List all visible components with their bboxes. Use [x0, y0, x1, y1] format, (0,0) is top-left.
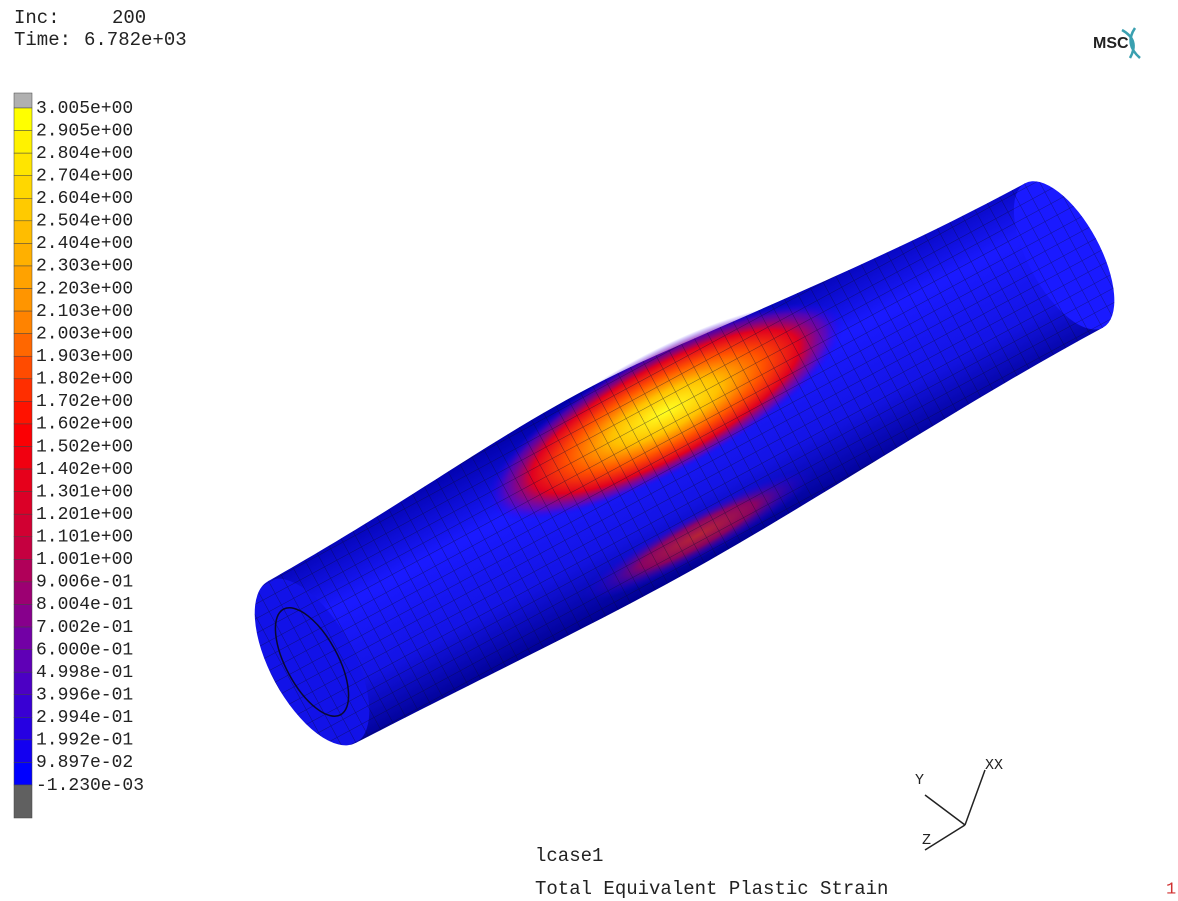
legend-band: [14, 740, 32, 763]
legend-label: 1.201e+00: [36, 505, 133, 525]
legend-label: 9.006e-01: [36, 573, 133, 593]
inc-value: 200: [112, 7, 146, 29]
legend-band: [14, 447, 32, 470]
legend-band: [14, 131, 32, 154]
legend-band: [14, 221, 32, 244]
legend-band: [14, 311, 32, 334]
legend-cap-top: [14, 93, 32, 108]
legend-band: [14, 492, 32, 515]
legend-label: 2.504e+00: [36, 212, 133, 232]
legend-band: [14, 198, 32, 221]
legend-label: 3.996e-01: [36, 685, 133, 705]
legend-band: [14, 627, 32, 650]
legend-label: 1.903e+00: [36, 347, 133, 367]
legend-band: [14, 153, 32, 176]
legend-label: 1.502e+00: [36, 437, 133, 457]
legend-label: 8.004e-01: [36, 595, 133, 615]
legend-band: [14, 108, 32, 131]
window-index: 1: [1166, 880, 1176, 899]
legend-label: 1.301e+00: [36, 482, 133, 502]
legend-band: [14, 243, 32, 266]
result-viewport: Inc: 200 Time: 6.782e+03 MSC 3.005e+002.…: [0, 0, 1178, 901]
legend-band: [14, 266, 32, 289]
mesh: [260, 159, 1112, 750]
legend-label: 6.000e-01: [36, 640, 133, 660]
axis-y-label: Y: [915, 772, 924, 789]
legend-band: [14, 582, 32, 605]
legend-label: 1.802e+00: [36, 370, 133, 390]
legend-band: [14, 762, 32, 785]
legend-band: [14, 289, 32, 312]
legend-band: [14, 604, 32, 627]
legend-label: 2.804e+00: [36, 144, 133, 164]
legend-band: [14, 401, 32, 424]
legend-label: 2.203e+00: [36, 279, 133, 299]
legend-label: 1.001e+00: [36, 550, 133, 570]
legend-band: [14, 356, 32, 379]
legend-label: 1.602e+00: [36, 415, 133, 435]
legend-band: [14, 672, 32, 695]
legend-label: 9.897e-02: [36, 753, 133, 773]
legend-label: 1.992e-01: [36, 731, 133, 751]
legend-band: [14, 379, 32, 402]
time-value: 6.782e+03: [84, 29, 187, 51]
legend-label: 7.002e-01: [36, 618, 133, 638]
legend-label: 1.402e+00: [36, 460, 133, 480]
legend: 3.005e+002.905e+00 2.804e+002.704e+00 2.60…: [14, 93, 144, 818]
inc-label: Inc:: [14, 7, 60, 29]
logo-text: MSC: [1093, 35, 1129, 52]
legend-label: -1.230e-03: [36, 776, 144, 796]
axis-z-label: Z: [922, 832, 931, 849]
legend-band: [14, 695, 32, 718]
legend-band: [14, 334, 32, 357]
time-label: Time:: [14, 29, 71, 51]
legend-label: 2.404e+00: [36, 234, 133, 254]
legend-band: [14, 650, 32, 673]
legend-label: 2.103e+00: [36, 302, 133, 322]
axis-x-label: XX: [985, 757, 1003, 774]
legend-label: 2.994e-01: [36, 708, 133, 728]
legend-band: [14, 176, 32, 199]
model: [222, 140, 1144, 770]
legend-band: [14, 514, 32, 537]
legend-label: 2.604e+00: [36, 189, 133, 209]
legend-band: [14, 717, 32, 740]
axis-triad: [925, 770, 985, 850]
legend-label: 2.704e+00: [36, 166, 133, 186]
legend-label: 3.005e+00: [36, 99, 133, 119]
legend-label: 4.998e-01: [36, 663, 133, 683]
legend-band: [14, 424, 32, 447]
legend-band: [14, 469, 32, 492]
result-name: Total Equivalent Plastic Strain: [535, 878, 888, 900]
legend-label: 2.905e+00: [36, 121, 133, 141]
legend-label: 1.702e+00: [36, 392, 133, 412]
legend-label: 1.101e+00: [36, 528, 133, 548]
legend-label: 2.003e+00: [36, 324, 133, 344]
logo: MSC: [1093, 28, 1140, 58]
legend-label: 2.303e+00: [36, 257, 133, 277]
legend-band: [14, 537, 32, 560]
load-case: lcase1: [535, 845, 603, 867]
legend-cap-bottom: [14, 785, 32, 818]
legend-band: [14, 559, 32, 582]
